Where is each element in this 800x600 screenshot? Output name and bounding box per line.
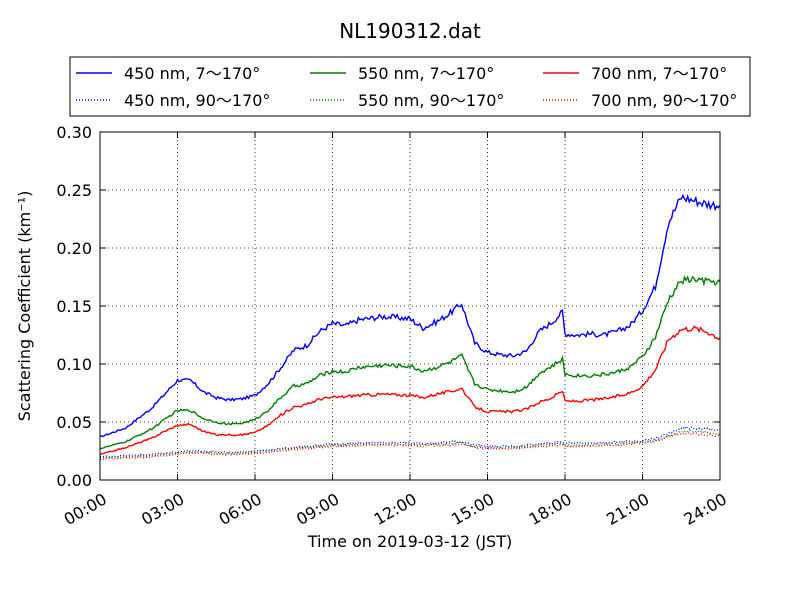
legend-label: 700 nm, 7～170°: [591, 64, 727, 83]
x-tick-label: 03:00: [138, 489, 187, 529]
legend-label: 450 nm, 7～170°: [124, 64, 260, 83]
series-line: [99, 325, 721, 456]
legend: 450 nm, 7～170° 550 nm, 7～170° 700 nm, 7～17…: [69, 56, 751, 117]
legend-label: 550 nm, 7～170°: [358, 64, 494, 83]
x-tick-label: 24:00: [681, 489, 730, 529]
grid: [100, 132, 720, 480]
chart-title: NL190312.dat: [339, 19, 481, 43]
series-line: [99, 425, 721, 458]
series-group: [99, 193, 721, 461]
y-tick-label: 0.00: [56, 471, 92, 490]
x-axis-label: Time on 2019-03-12 (JST): [307, 532, 512, 551]
y-tick-label: 0.20: [56, 239, 92, 258]
series-line: [99, 193, 721, 438]
legend-label: 550 nm, 90～170°: [358, 91, 504, 110]
x-tick-label: 18:00: [526, 489, 575, 529]
x-tick-label: 15:00: [448, 489, 497, 529]
legend-box: [69, 56, 751, 117]
y-tick-label: 0.10: [56, 355, 92, 374]
x-tick-label: 06:00: [216, 489, 265, 529]
x-tick-label: 00:00: [61, 489, 110, 529]
series-line: [99, 429, 721, 459]
y-tick-label: 0.05: [56, 413, 92, 432]
x-tick-label: 21:00: [603, 489, 652, 529]
y-tick-label: 0.30: [56, 123, 92, 142]
ticks: 00:00 03:00 06:00 09:00 12:00 15:00 18:00 21:00…: [56, 123, 730, 529]
legend-label: 450 nm, 90～170°: [124, 91, 270, 110]
y-tick-label: 0.25: [56, 181, 92, 200]
legend-label: 700 nm, 90～170°: [591, 91, 737, 110]
series-line: [99, 275, 721, 450]
y-tick-label: 0.15: [56, 297, 92, 316]
x-tick-label: 09:00: [293, 489, 342, 529]
y-axis-label: Scattering Coefficient (km⁻¹): [15, 191, 34, 422]
x-tick-label: 12:00: [371, 489, 420, 529]
